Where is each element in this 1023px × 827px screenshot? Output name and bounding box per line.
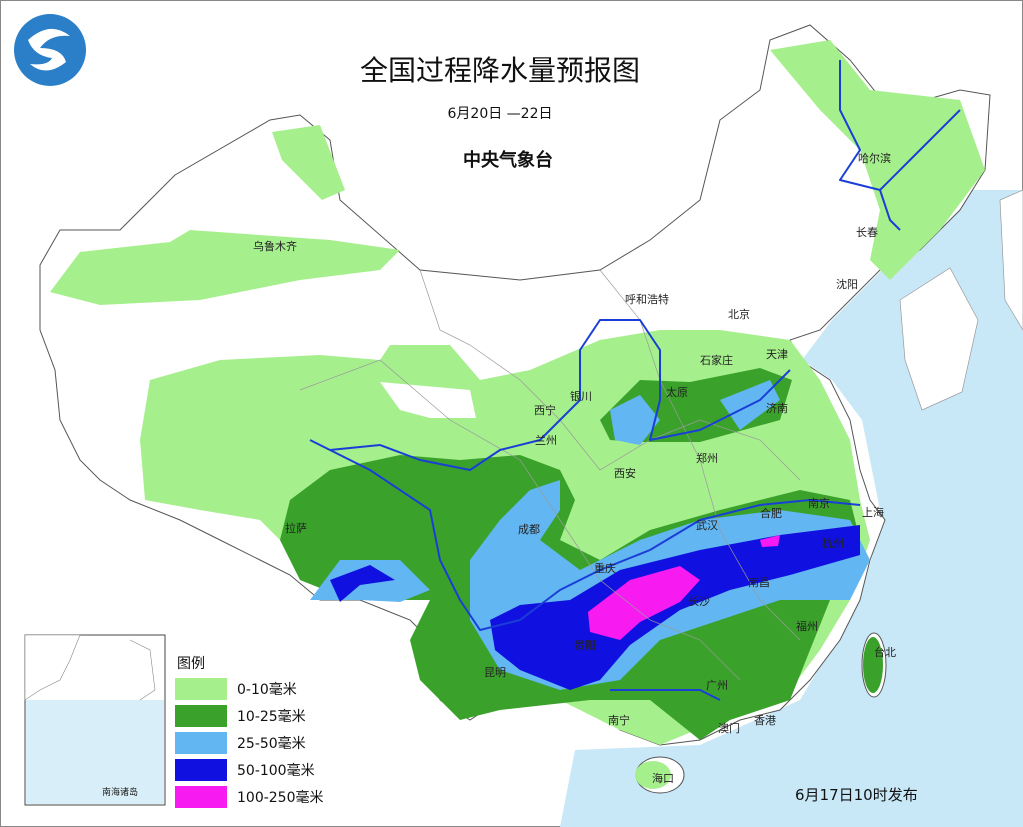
logo-swirl <box>28 28 70 71</box>
city-label: 香港 <box>754 714 776 727</box>
city-label: 呼和浩特 <box>625 292 669 306</box>
city-label: 南昌 <box>748 576 770 589</box>
yellow-river <box>329 319 791 471</box>
zone <box>50 230 400 305</box>
zone <box>272 125 345 200</box>
city-labels: 乌鲁木齐 哈尔滨 长春 沈阳 呼和浩特 北京 天津 石家庄 太原 济南 银川 西… <box>253 151 896 785</box>
zone <box>588 566 700 640</box>
legend-swatch <box>175 732 227 754</box>
city-label: 拉萨 <box>285 521 307 535</box>
issued-time: 6月17日10时发布 <box>795 786 918 804</box>
city-label: 重庆 <box>594 561 616 575</box>
inset: 南海诸岛 <box>24 634 166 806</box>
rain-zones <box>50 40 985 789</box>
city-label: 长春 <box>856 226 878 239</box>
yangtze-river <box>309 439 861 631</box>
logo <box>14 14 86 86</box>
zone <box>760 535 780 547</box>
city-label: 石家庄 <box>700 353 733 367</box>
city-label: 海口 <box>652 771 674 785</box>
city-label: 长沙 <box>688 595 710 608</box>
zone <box>490 525 860 690</box>
legend-swatch <box>175 786 227 808</box>
inset-land <box>24 634 81 701</box>
city-label: 贵阳 <box>574 639 596 652</box>
city-label: 合肥 <box>760 506 782 520</box>
japan <box>999 189 1023 331</box>
city-label: 兰州 <box>535 434 557 447</box>
legend-title: 图例 <box>177 656 205 672</box>
city-label: 济南 <box>766 401 788 415</box>
inset-coast <box>129 639 156 701</box>
legend-swatch <box>175 678 227 700</box>
city-label: 广州 <box>706 679 728 692</box>
city-label: 昆明 <box>484 666 506 679</box>
city-label: 台北 <box>874 645 896 659</box>
city-label: 太原 <box>666 386 688 399</box>
border <box>419 269 801 481</box>
legend-swatch <box>175 705 227 727</box>
period: 6月20日 —22日 <box>448 106 553 122</box>
city-label: 福州 <box>796 619 818 633</box>
city-label: 武汉 <box>696 519 718 532</box>
city-label: 北京 <box>728 307 750 321</box>
city-label: 银川 <box>570 389 592 403</box>
title: 全国过程降水量预报图 <box>360 54 640 87</box>
city-label: 上海 <box>862 505 884 519</box>
zone <box>635 761 671 789</box>
city-label: 杭州 <box>822 536 844 550</box>
city-label: 郑州 <box>696 451 718 465</box>
issuer: 中央气象台 <box>463 149 553 171</box>
dry-area <box>380 382 476 418</box>
river <box>879 189 901 231</box>
legend-label: 0-10毫米 <box>237 681 297 698</box>
zone <box>770 40 985 280</box>
inset-label: 南海诸岛 <box>102 786 138 798</box>
zone <box>610 395 660 445</box>
zone <box>330 565 395 602</box>
zone <box>863 637 883 693</box>
legend-label: 25-50毫米 <box>237 735 306 752</box>
legend-label: 10-25毫米 <box>237 708 306 725</box>
legend-label: 100-250毫米 <box>237 789 324 806</box>
songhua-river <box>839 60 961 191</box>
city-label: 沈阳 <box>836 277 858 291</box>
city-label: 南宁 <box>608 713 630 727</box>
rivers <box>309 60 961 701</box>
city-label: 澳门 <box>718 721 740 735</box>
city-label: 西安 <box>614 466 636 480</box>
city-label: 哈尔滨 <box>858 151 891 165</box>
pearl-river <box>610 689 721 701</box>
inset-sea <box>26 700 164 804</box>
city-label: 南京 <box>808 496 830 510</box>
city-label: 天津 <box>766 348 788 361</box>
city-label: 成都 <box>518 523 540 536</box>
korea <box>899 267 979 411</box>
city-label: 西宁 <box>534 403 556 417</box>
legend-swatch <box>175 759 227 781</box>
legend: 图例 0-10毫米 10-25毫米 25-50毫米 50-100毫米 100-250毫米 <box>175 656 324 808</box>
legend-label: 50-100毫米 <box>237 762 315 779</box>
city-label: 乌鲁木齐 <box>253 239 297 253</box>
border <box>299 359 741 681</box>
